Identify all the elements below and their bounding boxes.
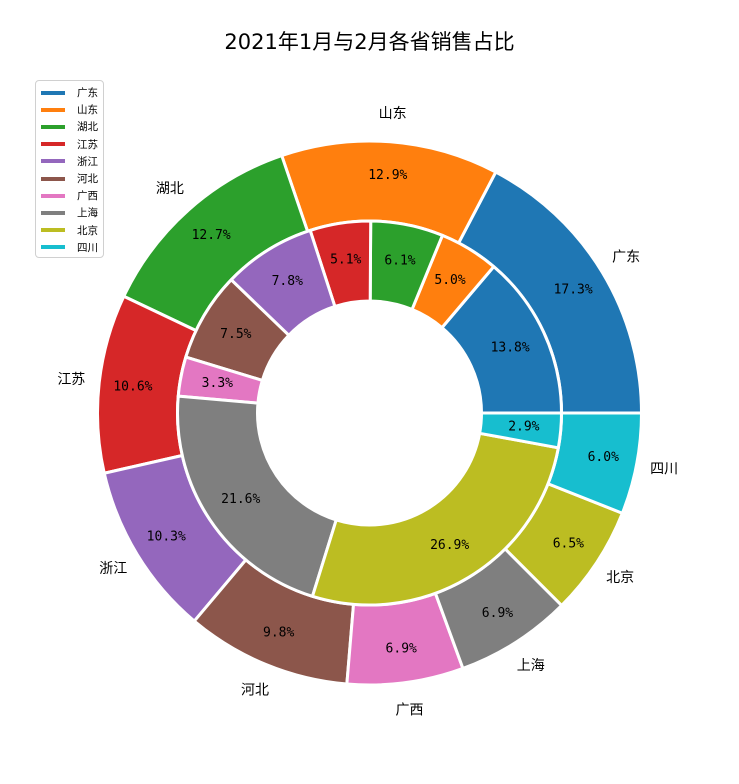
outer-percent-label-cat-3: 12.7% (192, 228, 231, 243)
legend-swatch-cat-9 (41, 228, 65, 233)
outer-percent-label-cat-2: 12.9% (368, 168, 407, 183)
inner-wedge-cat-9 (310, 431, 560, 607)
inner-percent-label-cat-2: 5.0% (434, 273, 465, 288)
inner-percent-label-cat-6: 7.5% (220, 327, 251, 342)
legend-label-cat-3: 湖北 (77, 121, 98, 134)
outer-percent-label-cat-8: 6.9% (482, 606, 513, 621)
legend-label-cat-9: 北京 (77, 224, 98, 237)
inner-percent-label-cat-4: 5.1% (330, 252, 361, 267)
legend-item-cat-8: 上海 (36, 204, 103, 221)
category-label-cat-4: 江苏 (57, 372, 85, 388)
category-label-cat-9: 北京 (606, 570, 634, 586)
inner-wedge-cat-8 (176, 394, 338, 598)
category-label-cat-6: 河北 (241, 682, 269, 698)
legend-swatch-cat-8 (41, 210, 65, 215)
legend-label-cat-5: 浙江 (77, 155, 98, 168)
outer-percent-label-cat-4: 10.6% (113, 379, 152, 394)
outer-percent-label-cat-9: 6.5% (553, 536, 584, 551)
legend-item-cat-2: 山东 (36, 101, 103, 118)
inner-percent-label-cat-10: 2.9% (508, 420, 539, 435)
legend-swatch-cat-6 (41, 176, 65, 181)
legend-swatch-cat-2 (41, 107, 65, 112)
legend-label-cat-7: 广西 (77, 190, 98, 203)
inner-percent-label-cat-1: 13.8% (491, 340, 530, 355)
category-label-cat-7: 广西 (395, 702, 423, 718)
inner-percent-label-cat-7: 3.3% (202, 376, 233, 391)
legend-label-cat-2: 山东 (77, 104, 98, 117)
legend-label-cat-10: 四川 (77, 241, 98, 254)
inner-percent-label-cat-8: 21.6% (221, 492, 260, 507)
legend-swatch-cat-10 (41, 245, 65, 250)
outer-percent-label-cat-10: 6.0% (588, 450, 619, 465)
outer-percent-label-cat-5: 10.3% (147, 529, 186, 544)
legend-item-cat-3: 湖北 (36, 118, 103, 135)
chart-legend: 广东山东湖北江苏浙江河北广西上海北京四川 (35, 80, 104, 258)
legend-item-cat-4: 江苏 (36, 136, 103, 153)
inner-percent-label-cat-3: 6.1% (384, 254, 415, 269)
legend-item-cat-10: 四川 (36, 239, 103, 256)
legend-swatch-cat-4 (41, 142, 65, 147)
chart-title: 2021年1月与2月各省销售占比 (224, 30, 515, 54)
legend-label-cat-1: 广东 (77, 87, 98, 100)
legend-item-cat-9: 北京 (36, 222, 103, 239)
category-label-cat-1: 广东 (612, 250, 640, 266)
legend-item-cat-1: 广东 (36, 84, 103, 101)
category-label-cat-10: 四川 (650, 461, 678, 477)
legend-swatch-cat-3 (41, 124, 65, 129)
legend-label-cat-8: 上海 (77, 207, 98, 220)
category-label-cat-5: 浙江 (99, 561, 127, 577)
legend-swatch-cat-5 (41, 159, 65, 164)
legend-swatch-cat-7 (41, 193, 65, 198)
inner-wedge-cat-10 (478, 411, 563, 450)
legend-swatch-cat-1 (41, 90, 65, 95)
inner-percent-label-cat-5: 7.8% (272, 274, 303, 289)
outer-percent-label-cat-7: 6.9% (386, 641, 417, 656)
outer-percent-label-cat-6: 9.8% (263, 625, 294, 640)
category-label-cat-8: 上海 (517, 658, 545, 674)
legend-item-cat-6: 河北 (36, 170, 103, 187)
legend-item-cat-7: 广西 (36, 187, 103, 204)
legend-item-cat-5: 浙江 (36, 153, 103, 170)
inner-percent-label-cat-9: 26.9% (430, 538, 469, 553)
legend-label-cat-4: 江苏 (77, 138, 98, 151)
legend-label-cat-6: 河北 (77, 173, 98, 186)
category-label-cat-2: 山东 (379, 106, 407, 122)
outer-percent-label-cat-1: 17.3% (554, 282, 593, 297)
category-label-cat-3: 湖北 (156, 181, 184, 197)
